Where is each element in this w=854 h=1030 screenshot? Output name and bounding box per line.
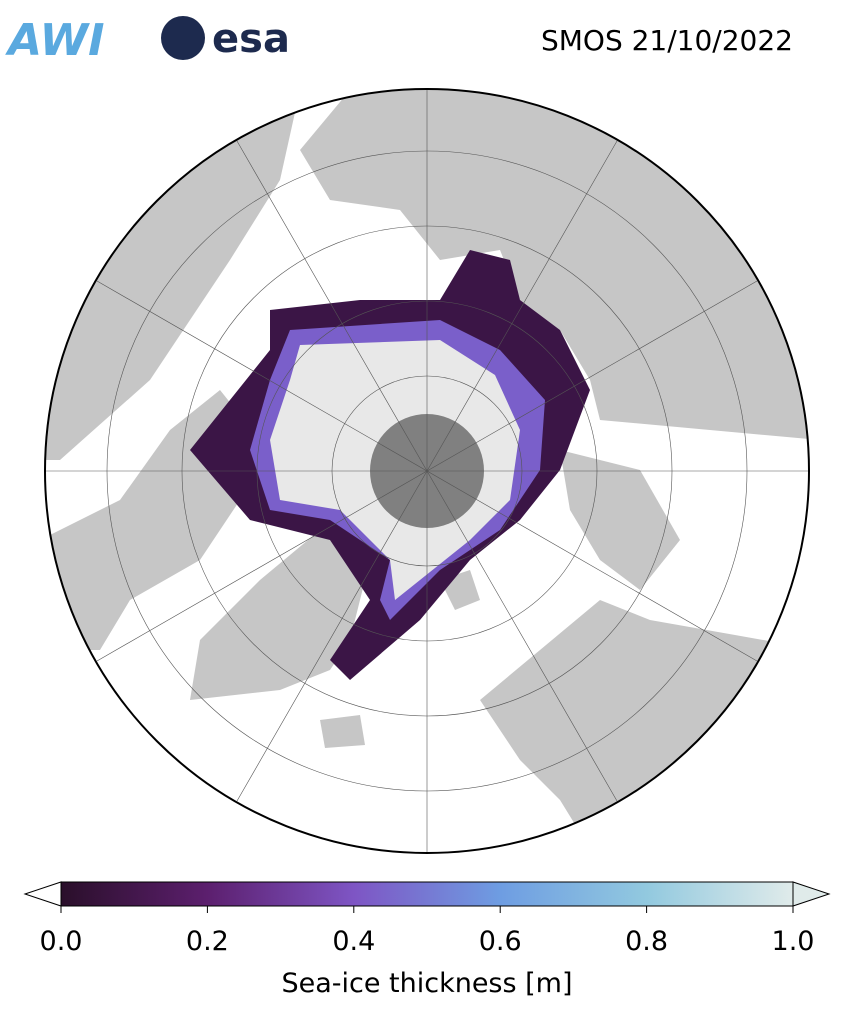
graticule [45, 89, 809, 853]
map-frame [44, 88, 810, 854]
colorbar-body [60, 881, 794, 907]
land-ne-siberia [560, 450, 680, 590]
colorbar-tick-label: 0.8 [625, 926, 668, 957]
colorbar-tick-label: 0.0 [40, 926, 83, 957]
colorbar-tick-label: 1.0 [772, 926, 815, 957]
map [45, 89, 809, 853]
colorbar-over [792, 881, 831, 907]
colorbar-tick-label: 0.2 [186, 926, 229, 957]
colorbar-tick-label: 0.4 [332, 926, 375, 957]
land-greenland [190, 520, 380, 700]
esa-logo-mark [161, 16, 205, 60]
map-title: SMOS 21/10/2022 [541, 24, 793, 57]
land-iceland [320, 715, 365, 748]
colorbar [23, 881, 831, 913]
esa-logo: esa [212, 16, 290, 62]
logos: AWI esa [5, 15, 290, 66]
awi-logo: AWI [5, 15, 105, 66]
colorbar-tick-label: 0.6 [479, 926, 522, 957]
colorbar-under [23, 881, 62, 907]
colorbar-label: Sea-ice thickness [m] [281, 968, 572, 999]
